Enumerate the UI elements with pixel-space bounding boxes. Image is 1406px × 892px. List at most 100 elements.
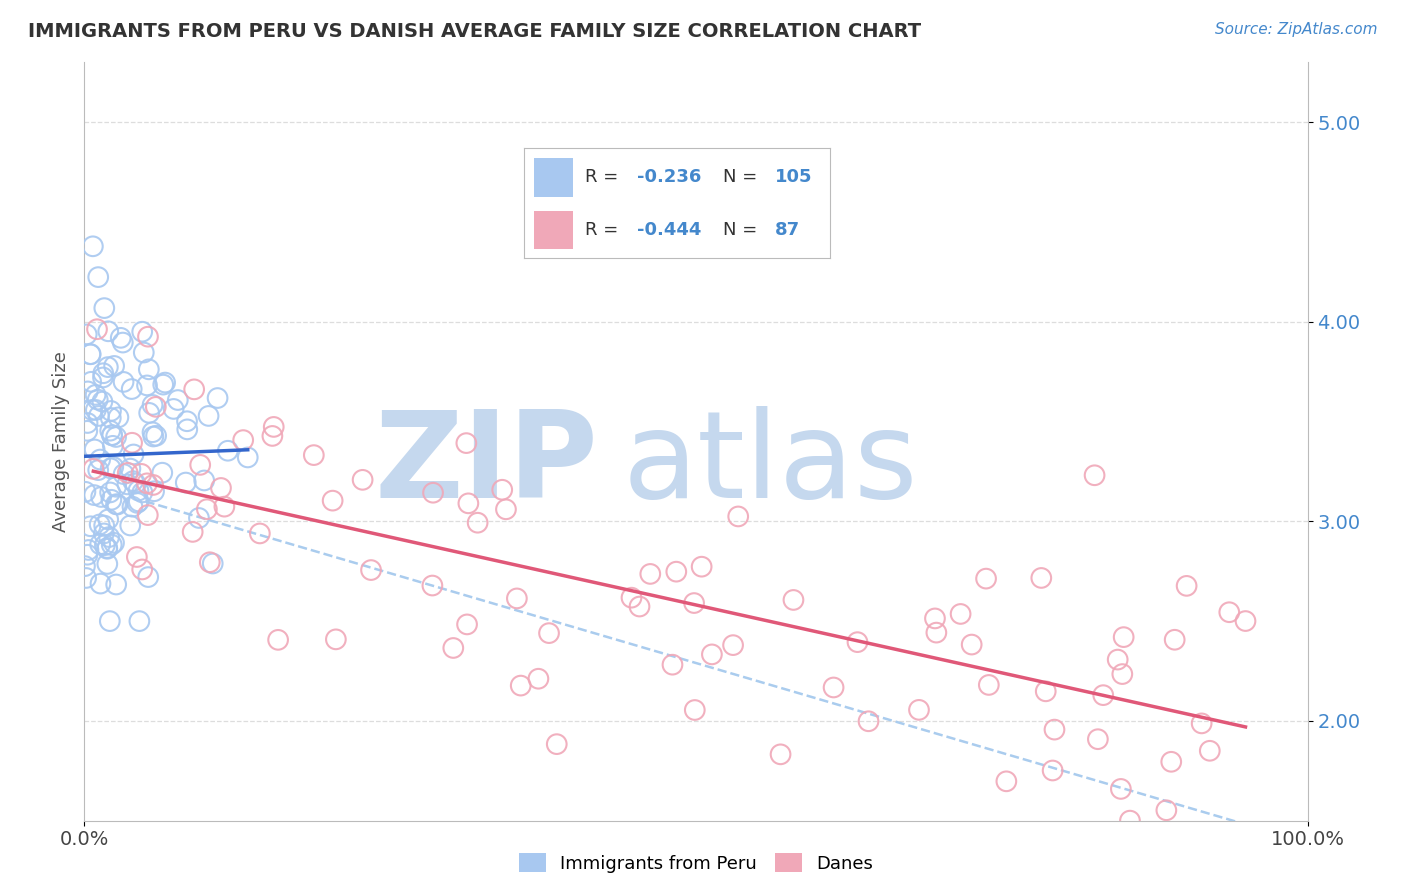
Point — [89, 576, 111, 591]
Point — [82, 462, 104, 476]
Point — [232, 433, 254, 447]
Point — [93, 301, 115, 315]
Point — [80, 375, 103, 389]
Point — [77, 543, 100, 558]
Point — [76, 424, 98, 438]
Point — [908, 703, 931, 717]
Point — [124, 476, 146, 491]
Point — [1198, 744, 1220, 758]
Point — [105, 577, 128, 591]
Point — [1092, 688, 1115, 702]
Point — [683, 596, 706, 610]
Point — [456, 617, 478, 632]
Point — [117, 477, 139, 491]
Point — [527, 672, 550, 686]
Point — [209, 481, 232, 495]
Point — [491, 483, 513, 497]
Point — [195, 502, 218, 516]
Point — [87, 392, 110, 407]
Point — [153, 376, 176, 390]
Y-axis label: Average Family Size: Average Family Size — [52, 351, 70, 532]
Point — [207, 391, 229, 405]
Point — [121, 500, 143, 514]
Text: -0.444: -0.444 — [637, 220, 702, 238]
Point — [628, 599, 651, 614]
Point — [105, 430, 128, 444]
Point — [193, 474, 215, 488]
Point — [101, 428, 124, 442]
Point — [91, 366, 114, 380]
Point — [91, 394, 114, 409]
Point — [86, 322, 108, 336]
Point — [94, 538, 117, 552]
Point — [73, 559, 96, 574]
Point — [105, 480, 128, 494]
Point — [132, 345, 155, 359]
Point — [76, 327, 98, 342]
Point — [97, 360, 120, 375]
Point — [103, 536, 125, 550]
Point — [188, 511, 211, 525]
Point — [142, 398, 165, 412]
Point — [690, 559, 713, 574]
Point — [322, 493, 344, 508]
Point — [683, 703, 706, 717]
Point — [101, 428, 124, 442]
Point — [96, 541, 118, 556]
Point — [422, 485, 444, 500]
Point — [82, 403, 104, 417]
Point — [1163, 632, 1185, 647]
Point — [1119, 814, 1142, 828]
Point — [152, 377, 174, 392]
Point — [769, 747, 792, 762]
Point — [96, 557, 118, 571]
Point — [214, 500, 236, 514]
Point — [782, 593, 804, 607]
Point — [107, 498, 129, 512]
Point — [1084, 468, 1107, 483]
Text: R =: R = — [585, 220, 624, 238]
Point — [138, 362, 160, 376]
Point — [143, 484, 166, 499]
Point — [131, 467, 153, 481]
Point — [89, 517, 111, 532]
Point — [122, 474, 145, 488]
Point — [198, 555, 221, 569]
Point — [188, 458, 211, 472]
Point — [141, 425, 163, 440]
Point — [150, 466, 173, 480]
Point — [263, 420, 285, 434]
FancyBboxPatch shape — [534, 158, 574, 196]
Point — [100, 411, 122, 425]
Point — [924, 611, 946, 625]
Point — [100, 538, 122, 552]
Point — [84, 388, 107, 402]
Point — [262, 429, 284, 443]
Point — [1109, 781, 1132, 796]
Point — [925, 625, 948, 640]
Point — [89, 452, 111, 467]
Point — [620, 591, 643, 605]
Point — [721, 638, 744, 652]
FancyBboxPatch shape — [534, 211, 574, 250]
Point — [640, 566, 662, 581]
Point — [700, 648, 723, 662]
Text: 105: 105 — [775, 168, 813, 186]
Point — [142, 478, 165, 492]
Point — [823, 681, 845, 695]
Point — [127, 496, 149, 510]
Point — [131, 325, 153, 339]
Point — [87, 463, 110, 477]
Point — [325, 632, 347, 647]
Point — [509, 679, 531, 693]
Point — [128, 494, 150, 508]
Text: -0.236: -0.236 — [637, 168, 702, 186]
Point — [1234, 614, 1257, 628]
Point — [98, 530, 121, 544]
Point — [131, 562, 153, 576]
Point — [1042, 764, 1064, 778]
Point — [1191, 716, 1213, 731]
Point — [93, 518, 115, 533]
Point — [174, 475, 197, 490]
Point — [974, 572, 997, 586]
